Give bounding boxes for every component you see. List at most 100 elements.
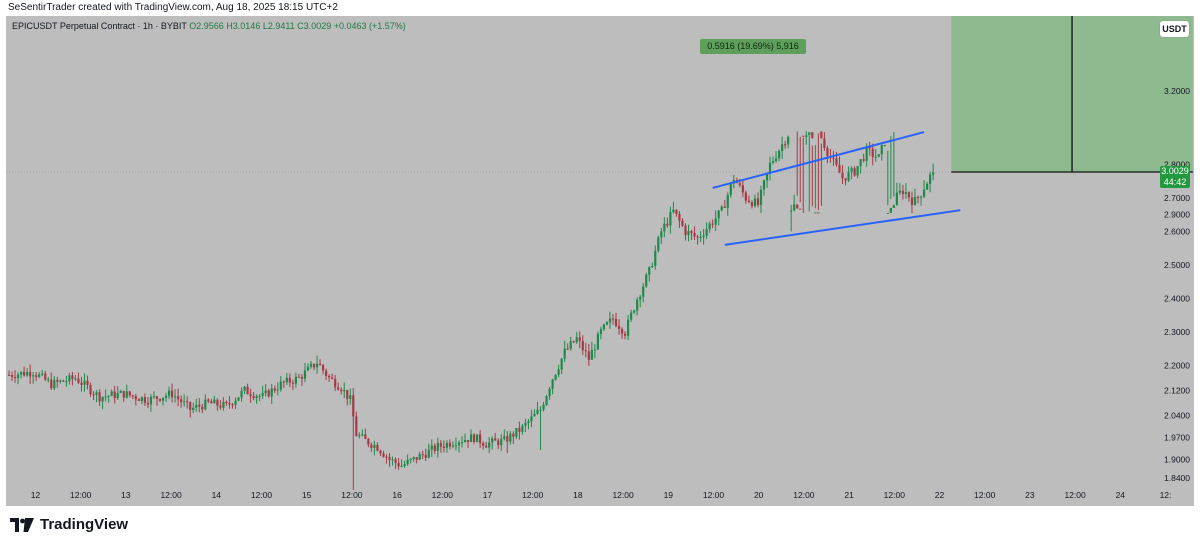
candle-body (119, 390, 122, 393)
candle-body (252, 396, 255, 399)
candle-body (929, 174, 932, 184)
candle-body (183, 401, 186, 403)
candle-body (285, 377, 288, 383)
candle-body (50, 379, 53, 389)
candle-body (518, 428, 521, 432)
candle-body (910, 197, 914, 205)
candle-body (699, 236, 702, 238)
candle-body (394, 459, 397, 463)
candle-body (406, 459, 409, 465)
candle-body (276, 389, 279, 391)
candle-body (174, 396, 177, 398)
candle-body (790, 210, 793, 212)
candle-body (675, 209, 678, 214)
candle-body (346, 389, 349, 399)
y-tick-label: 1.9700 (1164, 432, 1190, 442)
candle-body (663, 223, 666, 232)
candle-body (759, 189, 763, 205)
candle-body (261, 393, 264, 396)
candle-body (442, 446, 445, 448)
candle-body (267, 390, 270, 397)
candle-body (388, 457, 391, 460)
y-tick-label: 2.5000 (1164, 260, 1190, 270)
candle-body (633, 310, 636, 313)
measure-label: 0.5916 (19.69%) 5,916 (700, 39, 806, 54)
candle-body (587, 351, 590, 360)
candle-body (808, 132, 811, 136)
candle-body (427, 449, 430, 458)
candle-body (557, 369, 560, 375)
candle-body (799, 208, 802, 210)
candle-body (41, 373, 44, 375)
candle-body (134, 396, 137, 400)
candle-body (488, 442, 491, 448)
candle-body (883, 145, 886, 147)
candle-body (720, 206, 723, 211)
candle-body (627, 319, 630, 336)
candle-body (370, 444, 373, 448)
candle-body (258, 395, 261, 397)
candle-body (116, 392, 119, 399)
candle-body (10, 374, 14, 377)
candle-body (901, 190, 905, 194)
candle-body (617, 326, 621, 329)
candle-body (913, 196, 917, 205)
candle-body (469, 434, 473, 442)
candle-body (605, 322, 609, 325)
candle-body (832, 158, 835, 160)
candle-body (343, 389, 346, 392)
candle-body (476, 434, 479, 443)
candle-body (180, 399, 183, 403)
candle-body (802, 135, 805, 137)
candle-body (376, 445, 379, 451)
candle-body (536, 409, 539, 414)
candle-body (907, 192, 911, 198)
candle-body (756, 198, 760, 205)
candle-body (648, 266, 651, 275)
candle-body (642, 286, 645, 297)
y-tick-label: 2.1200 (1164, 386, 1190, 396)
candle-body (288, 377, 291, 383)
candle-body (228, 403, 231, 405)
candle-body (282, 381, 285, 383)
candle-body (140, 397, 143, 401)
last-price-value: 3.0029 (1161, 166, 1189, 176)
x-tick-label: 12:00 (793, 490, 815, 500)
currency-button[interactable]: USDT (1160, 21, 1189, 37)
candle-body (494, 438, 497, 441)
price-chart[interactable]: 3.60003.40003.20002.90002.80002.70002.60… (6, 16, 1194, 506)
candle-body (932, 172, 935, 175)
candle-body (554, 374, 557, 380)
candle-body (35, 375, 38, 377)
candle-body (741, 185, 744, 193)
candle-body (645, 274, 648, 287)
x-tick-label: 16 (392, 490, 402, 500)
x-tick-label: 12 (31, 490, 41, 500)
tradingview-wordmark: TradingView (40, 516, 129, 533)
x-tick-label: 24 (1116, 490, 1126, 500)
candle-body (397, 462, 400, 467)
candle-body (424, 454, 427, 458)
candle-body (853, 168, 856, 176)
candle-body (560, 358, 563, 370)
candle-body (569, 341, 572, 349)
candle-body (146, 402, 150, 405)
chart-area[interactable]: 3.60003.40003.20002.90002.80002.70002.60… (6, 16, 1194, 506)
symbol-legend[interactable]: EPICUSDT Perpetual Contract · 1h · BYBIT… (12, 21, 406, 31)
x-tick-label: 14 (212, 490, 222, 500)
y-tick-label: 2.3000 (1164, 327, 1190, 337)
candle-body (765, 172, 769, 181)
candle-body (137, 399, 140, 401)
candle-body (925, 183, 929, 190)
candle-body (83, 380, 86, 385)
candle-body (524, 423, 527, 426)
candle-body (101, 396, 104, 402)
candle-body (880, 145, 883, 155)
tradingview-branding[interactable]: TradingView (10, 516, 128, 533)
candle-body (300, 376, 304, 379)
candle-body (847, 171, 850, 181)
candle-body (690, 231, 693, 233)
candle-body (158, 398, 162, 401)
candle-body (904, 192, 908, 194)
x-tick-label: 12:00 (70, 490, 92, 500)
